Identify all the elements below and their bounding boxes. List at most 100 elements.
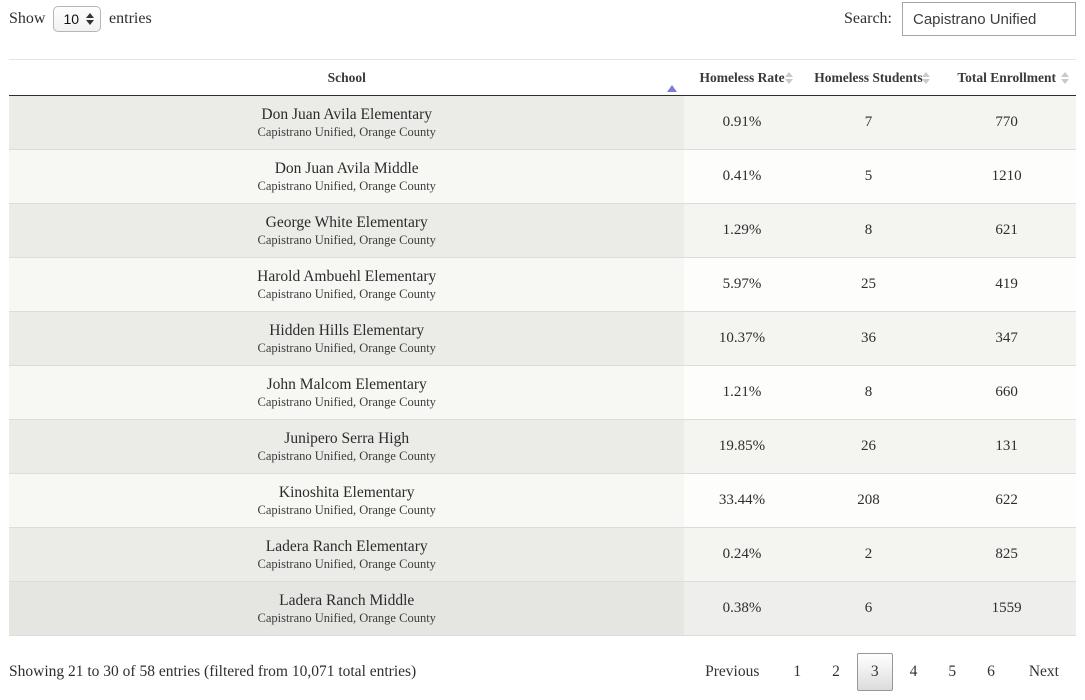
table-footer: Showing 21 to 30 of 58 entries (filtered…: [9, 653, 1076, 691]
table-row: Harold Ambuehl Elementary Capistrano Uni…: [9, 257, 1076, 312]
total-enrollment-cell: 131: [937, 419, 1076, 474]
homeless-students-cell: 8: [799, 365, 938, 420]
homeless-rate-cell: 10.37%: [684, 311, 800, 366]
pagination-page-3[interactable]: 3: [856, 653, 893, 691]
school-name: Ladera Ranch Elementary: [265, 537, 428, 555]
column-label: Homeless Students: [814, 69, 923, 85]
school-district: Capistrano Unified, Orange County: [257, 611, 436, 626]
homeless-rate-cell: 1.29%: [684, 203, 800, 258]
homeless-students-cell: 7: [799, 95, 938, 150]
show-entries-select[interactable]: 10: [53, 6, 102, 32]
school-district: Capistrano Unified, Orange County: [257, 557, 436, 572]
school-district: Capistrano Unified, Orange County: [257, 449, 436, 464]
school-cell: Don Juan Avila Middle Capistrano Unified…: [9, 149, 685, 204]
school-name: George White Elementary: [265, 213, 428, 231]
homeless-students-cell: 25: [799, 257, 938, 312]
homeless-students-cell: 208: [799, 473, 938, 528]
school-name: Don Juan Avila Elementary: [261, 105, 432, 123]
homeless-rate-cell: 19.85%: [684, 419, 800, 474]
school-district: Capistrano Unified, Orange County: [257, 503, 436, 518]
homeless-rate-cell: 1.21%: [684, 365, 800, 420]
homeless-students-cell: 8: [799, 203, 938, 258]
column-label: School: [327, 69, 366, 85]
sort-icon: [1061, 71, 1069, 84]
school-district: Capistrano Unified, Orange County: [257, 179, 436, 194]
search-control: Search:: [844, 2, 1076, 36]
table-row: Junipero Serra High Capistrano Unified, …: [9, 419, 1076, 474]
school-name: John Malcom Elementary: [266, 375, 427, 393]
show-label: Show: [9, 10, 46, 27]
total-enrollment-cell: 825: [937, 527, 1076, 582]
pagination-page-2[interactable]: 2: [832, 663, 840, 680]
homeless-students-cell: 26: [799, 419, 938, 474]
school-district: Capistrano Unified, Orange County: [257, 287, 436, 302]
school-name: Hidden Hills Elementary: [269, 321, 425, 339]
column-label: Homeless Rate: [699, 69, 785, 85]
pagination-next[interactable]: Next: [1028, 663, 1059, 680]
pagination-page-5[interactable]: 5: [948, 663, 957, 680]
school-cell: Don Juan Avila Elementary Capistrano Uni…: [9, 95, 685, 150]
homeless-rate-cell: 0.24%: [684, 527, 800, 582]
pagination-page-4[interactable]: 4: [909, 663, 918, 680]
homeless-rate-cell: 0.38%: [684, 581, 800, 636]
homeless-students-cell: 5: [799, 149, 938, 204]
table-row: George White Elementary Capistrano Unifi…: [9, 203, 1076, 258]
school-cell: Ladera Ranch Elementary Capistrano Unifi…: [9, 527, 685, 582]
sort-icon: [922, 71, 931, 84]
total-enrollment-cell: 770: [937, 95, 1076, 150]
table-controls: Show 10 entries Search:: [9, 0, 1076, 38]
school-cell: George White Elementary Capistrano Unifi…: [9, 203, 685, 258]
column-header-total-enrollment[interactable]: Total Enrollment: [937, 59, 1076, 96]
table-body: Don Juan Avila Elementary Capistrano Uni…: [9, 95, 1076, 636]
table-row: Don Juan Avila Middle Capistrano Unified…: [9, 149, 1076, 204]
total-enrollment-cell: 1210: [937, 149, 1076, 204]
school-name: Harold Ambuehl Elementary: [257, 267, 437, 285]
school-name: Ladera Ranch Middle: [279, 591, 415, 609]
homeless-students-cell: 2: [799, 527, 938, 582]
school-cell: John Malcom Elementary Capistrano Unifie…: [9, 365, 685, 420]
school-name: Junipero Serra High: [284, 429, 410, 447]
column-header-school[interactable]: School: [9, 59, 685, 96]
entries-label: entries: [109, 10, 152, 27]
column-label: Total Enrollment: [957, 69, 1056, 85]
header-row: School Homeless Rate Homeless Students T…: [9, 59, 1076, 96]
pagination-previous[interactable]: Previous: [705, 663, 760, 680]
total-enrollment-cell: 660: [937, 365, 1076, 420]
search-input[interactable]: [902, 2, 1076, 36]
sort-asc-icon: [667, 69, 678, 92]
school-district: Capistrano Unified, Orange County: [257, 395, 436, 410]
school-cell: Kinoshita Elementary Capistrano Unified,…: [9, 473, 685, 528]
school-district: Capistrano Unified, Orange County: [257, 233, 436, 248]
pagination-page-6[interactable]: 6: [987, 663, 995, 680]
column-header-homeless-rate[interactable]: Homeless Rate: [684, 59, 800, 96]
school-cell: Ladera Ranch Middle Capistrano Unified, …: [9, 581, 685, 636]
school-cell: Junipero Serra High Capistrano Unified, …: [9, 419, 685, 474]
table-row: Ladera Ranch Middle Capistrano Unified, …: [9, 581, 1076, 636]
pagination-page-1[interactable]: 1: [793, 663, 802, 680]
schools-table: School Homeless Rate Homeless Students T…: [9, 59, 1076, 636]
school-cell: Hidden Hills Elementary Capistrano Unifi…: [9, 311, 685, 366]
school-cell: Harold Ambuehl Elementary Capistrano Uni…: [9, 257, 685, 312]
school-name: Kinoshita Elementary: [278, 483, 415, 501]
school-name: Don Juan Avila Middle: [274, 159, 419, 177]
table-row: Hidden Hills Elementary Capistrano Unifi…: [9, 311, 1076, 366]
table-row: Kinoshita Elementary Capistrano Unified,…: [9, 473, 1076, 528]
sort-icon: [784, 71, 793, 84]
search-label: Search:: [844, 10, 892, 27]
total-enrollment-cell: 621: [937, 203, 1076, 258]
table-row: John Malcom Elementary Capistrano Unifie…: [9, 365, 1076, 420]
homeless-rate-cell: 5.97%: [684, 257, 800, 312]
table-row: Ladera Ranch Elementary Capistrano Unifi…: [9, 527, 1076, 582]
school-district: Capistrano Unified, Orange County: [257, 341, 436, 356]
column-header-homeless-students[interactable]: Homeless Students: [799, 59, 938, 96]
school-district: Capistrano Unified, Orange County: [257, 125, 436, 140]
total-enrollment-cell: 347: [937, 311, 1076, 366]
total-enrollment-cell: 1559: [937, 581, 1076, 636]
homeless-rate-cell: 33.44%: [684, 473, 800, 528]
homeless-students-cell: 6: [799, 581, 938, 636]
page-length-value: 10: [63, 11, 80, 27]
entries-info: Showing 21 to 30 of 58 entries (filtered…: [9, 663, 417, 680]
homeless-rate-cell: 0.91%: [684, 95, 800, 150]
